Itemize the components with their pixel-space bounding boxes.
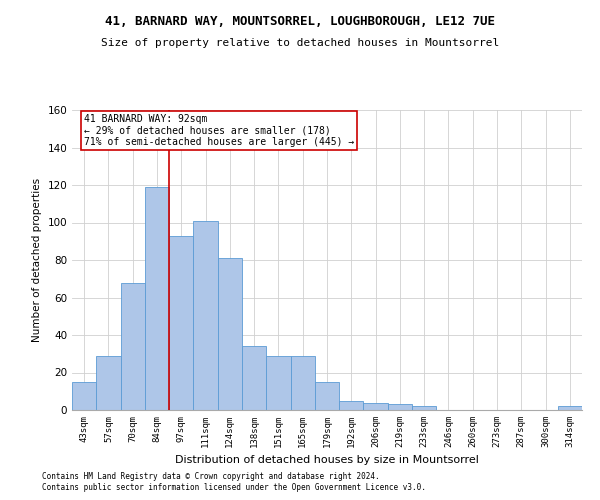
Bar [96,356,121,410]
Bar [193,220,218,410]
X-axis label: Distribution of detached houses by size in Mountsorrel: Distribution of detached houses by size … [175,456,479,466]
Text: 41, BARNARD WAY, MOUNTSORREL, LOUGHBOROUGH, LE12 7UE: 41, BARNARD WAY, MOUNTSORREL, LOUGHBOROU… [105,15,495,28]
Bar [558,406,582,410]
Bar [72,382,96,410]
Y-axis label: Number of detached properties: Number of detached properties [32,178,42,342]
Bar [169,236,193,410]
Bar [388,404,412,410]
Text: Contains public sector information licensed under the Open Government Licence v3: Contains public sector information licen… [42,484,426,492]
Bar [290,356,315,410]
Bar [121,282,145,410]
Text: Size of property relative to detached houses in Mountsorrel: Size of property relative to detached ho… [101,38,499,48]
Bar [145,187,169,410]
Text: 41 BARNARD WAY: 92sqm
← 29% of detached houses are smaller (178)
71% of semi-det: 41 BARNARD WAY: 92sqm ← 29% of detached … [84,114,355,147]
Bar [339,400,364,410]
Bar [242,346,266,410]
Bar [266,356,290,410]
Bar [364,402,388,410]
Bar [218,258,242,410]
Bar [315,382,339,410]
Bar [412,406,436,410]
Text: Contains HM Land Registry data © Crown copyright and database right 2024.: Contains HM Land Registry data © Crown c… [42,472,380,481]
